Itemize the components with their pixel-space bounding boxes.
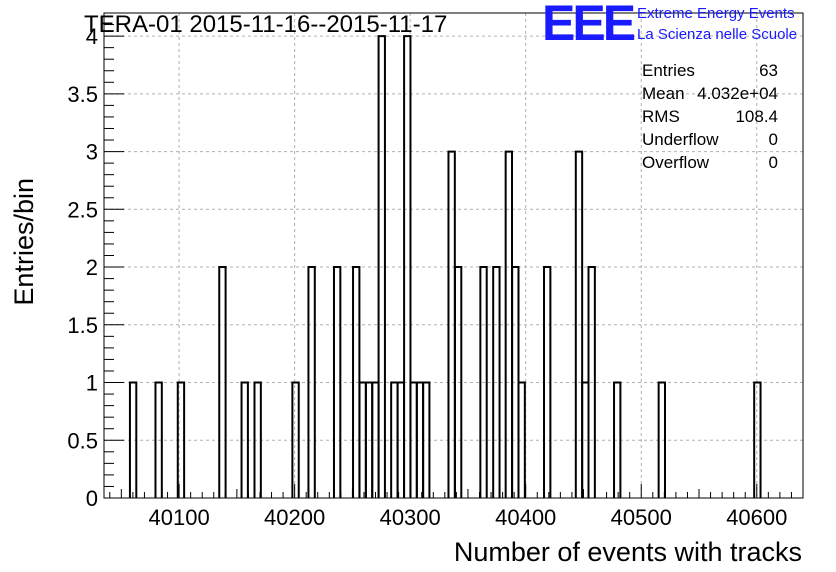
- x-tick-label: 40100: [149, 505, 210, 530]
- histogram-bin: [447, 150, 456, 498]
- stat-value: 4.032e+04: [697, 84, 778, 103]
- histogram-bin: [479, 266, 488, 498]
- stat-value: 0: [769, 153, 778, 172]
- x-tick-label: 40400: [495, 505, 556, 530]
- stat-label: Underflow: [642, 130, 719, 149]
- stat-label: Mean: [642, 84, 685, 103]
- y-tick-label: 3.5: [67, 82, 98, 107]
- stat-value: 63: [759, 61, 778, 80]
- y-tick-label: 2: [86, 255, 98, 280]
- stat-value: 108.4: [735, 107, 778, 126]
- histogram-bin: [128, 381, 138, 498]
- stat-label: Entries: [642, 61, 695, 80]
- eee-logo: EEE Extreme Energy Events La Scienza nel…: [542, 0, 797, 51]
- logo-line-2: La Scienza nelle Scuole: [637, 26, 797, 43]
- chart-title: TERA-01 2015-11-16--2015-11-17: [84, 11, 447, 38]
- x-tick-label: 40500: [611, 505, 672, 530]
- tick-labels: 40100 40200 40300 40400 40500 40600 0 0.5 1 1.5 2 2…: [67, 24, 787, 530]
- x-tick-label: 40300: [380, 505, 441, 530]
- histogram-bin: [587, 266, 596, 498]
- histogram-bin: [307, 266, 316, 498]
- histogram-bin: [332, 266, 342, 498]
- stat-label: Overflow: [642, 153, 710, 172]
- histogram-bin: [657, 381, 666, 498]
- axis-ticks: [104, 12, 804, 499]
- histogram-bin: [218, 266, 227, 498]
- y-tick-label: 4: [86, 24, 98, 49]
- x-tick-label: 40600: [726, 505, 787, 530]
- histogram-bin: [517, 381, 526, 498]
- y-tick-label: 0: [86, 486, 98, 511]
- y-tick-label: 1: [86, 371, 98, 396]
- eee-logo-mark: EEE: [542, 0, 635, 51]
- histogram-bin: [492, 266, 501, 498]
- histogram-bin: [154, 381, 163, 498]
- x-tick-label: 40200: [264, 505, 325, 530]
- histogram-bin: [422, 381, 431, 498]
- stat-value: 0: [769, 130, 778, 149]
- y-tick-label: 1.5: [67, 313, 98, 338]
- y-tick-label: 3: [86, 140, 98, 165]
- y-tick-label: 0.5: [67, 428, 98, 453]
- stats-box: Entries 63 Mean 4.032e+04 RMS 108.4 Underflow 0…: [642, 61, 778, 172]
- histogram-bin: [753, 381, 762, 498]
- histogram-bin: [377, 35, 386, 498]
- histogram-bin: [613, 381, 622, 498]
- histogram-bin: [240, 381, 249, 498]
- histogram-bars: [128, 35, 762, 498]
- y-tick-label: 2.5: [67, 197, 98, 222]
- histogram-bin: [574, 150, 584, 498]
- histogram-bin: [291, 381, 300, 498]
- histogram-bin: [176, 381, 186, 498]
- grid-lines: [104, 13, 803, 498]
- stat-label: RMS: [642, 107, 680, 126]
- histogram-bin: [453, 266, 463, 498]
- histogram-bin: [253, 381, 262, 498]
- x-axis-title: Number of events with tracks: [454, 537, 802, 567]
- histogram-bin: [403, 35, 412, 498]
- logo-line-1: Extreme Energy Events: [637, 5, 795, 22]
- y-axis-title: Entries/bin: [9, 178, 39, 306]
- histogram-bin: [543, 266, 552, 498]
